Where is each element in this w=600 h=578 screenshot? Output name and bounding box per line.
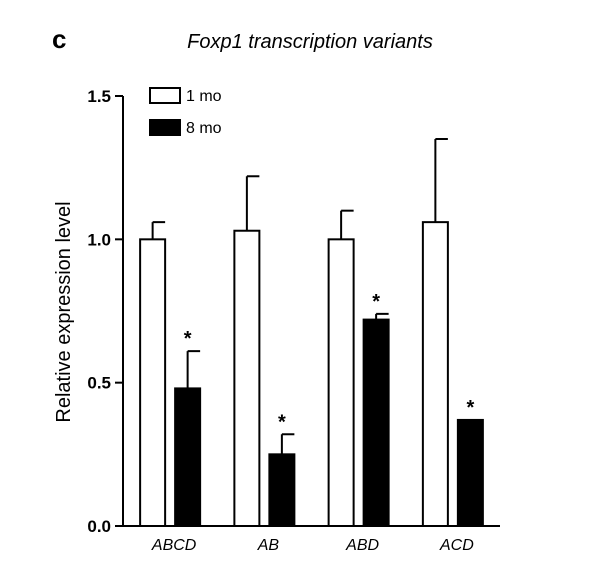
bar [327,238,355,527]
y-axis: 0.0 0.5 1.0 1.5 [87,87,124,536]
x-tick-label: AB [257,537,280,554]
y-tick-label: 0.0 [87,517,111,536]
x-tick-label: ACD [439,537,474,554]
x-tick-label: ABD [345,537,379,554]
chart-title: Foxp1 transcription variants [187,31,433,53]
bar [456,418,484,527]
legend: 1 mo 8 mo [149,87,222,137]
y-tick-label: 0.5 [87,374,111,393]
legend-label: 8 mo [186,120,222,137]
x-axis: ABCD AB ABD ACD [123,525,500,554]
bars-group: * * * * [139,138,484,528]
x-tick-label: ABCD [151,537,197,554]
y-tick-label: 1.5 [87,87,111,106]
legend-swatch [149,119,181,136]
legend-label: 1 mo [186,88,222,105]
y-axis-label: Relative expression level [53,201,75,422]
significance-marker: * [278,411,286,433]
significance-marker: * [372,291,380,313]
bar [139,238,167,527]
bar [421,221,449,527]
significance-marker: * [466,397,474,419]
bar [233,229,261,527]
y-tick-label: 1.0 [87,230,111,249]
significance-marker: * [184,328,192,350]
bar [362,318,390,527]
bar [268,453,296,528]
bar [174,387,202,527]
legend-swatch [149,87,181,104]
panel-label: c [52,24,66,54]
